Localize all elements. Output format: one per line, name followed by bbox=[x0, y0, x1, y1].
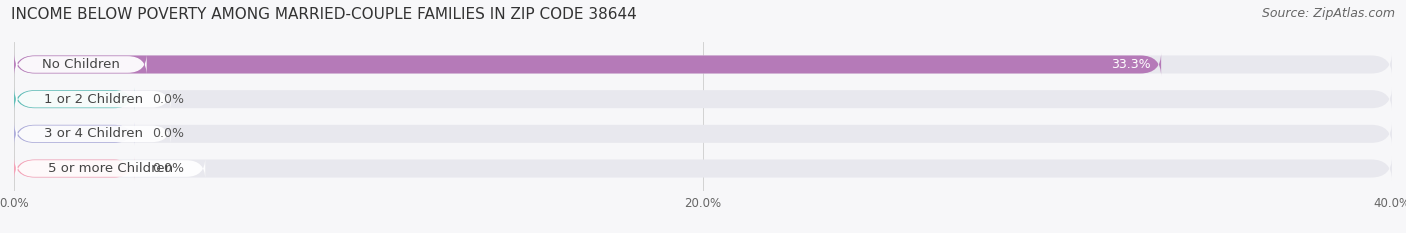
FancyBboxPatch shape bbox=[15, 123, 170, 145]
FancyBboxPatch shape bbox=[14, 87, 135, 111]
Text: No Children: No Children bbox=[42, 58, 120, 71]
Text: 0.0%: 0.0% bbox=[152, 162, 184, 175]
FancyBboxPatch shape bbox=[15, 158, 205, 179]
FancyBboxPatch shape bbox=[15, 88, 170, 110]
FancyBboxPatch shape bbox=[14, 53, 1161, 76]
FancyBboxPatch shape bbox=[14, 53, 1392, 76]
Text: Source: ZipAtlas.com: Source: ZipAtlas.com bbox=[1261, 7, 1395, 20]
Text: 3 or 4 Children: 3 or 4 Children bbox=[44, 127, 143, 140]
Text: INCOME BELOW POVERTY AMONG MARRIED-COUPLE FAMILIES IN ZIP CODE 38644: INCOME BELOW POVERTY AMONG MARRIED-COUPL… bbox=[11, 7, 637, 22]
Text: 33.3%: 33.3% bbox=[1111, 58, 1152, 71]
FancyBboxPatch shape bbox=[14, 157, 1392, 180]
Text: 1 or 2 Children: 1 or 2 Children bbox=[44, 93, 143, 106]
FancyBboxPatch shape bbox=[14, 87, 1392, 111]
Text: 0.0%: 0.0% bbox=[152, 127, 184, 140]
FancyBboxPatch shape bbox=[14, 157, 135, 180]
FancyBboxPatch shape bbox=[14, 122, 135, 146]
Text: 0.0%: 0.0% bbox=[152, 93, 184, 106]
FancyBboxPatch shape bbox=[15, 54, 146, 75]
Text: 5 or more Children: 5 or more Children bbox=[48, 162, 173, 175]
FancyBboxPatch shape bbox=[14, 122, 1392, 146]
